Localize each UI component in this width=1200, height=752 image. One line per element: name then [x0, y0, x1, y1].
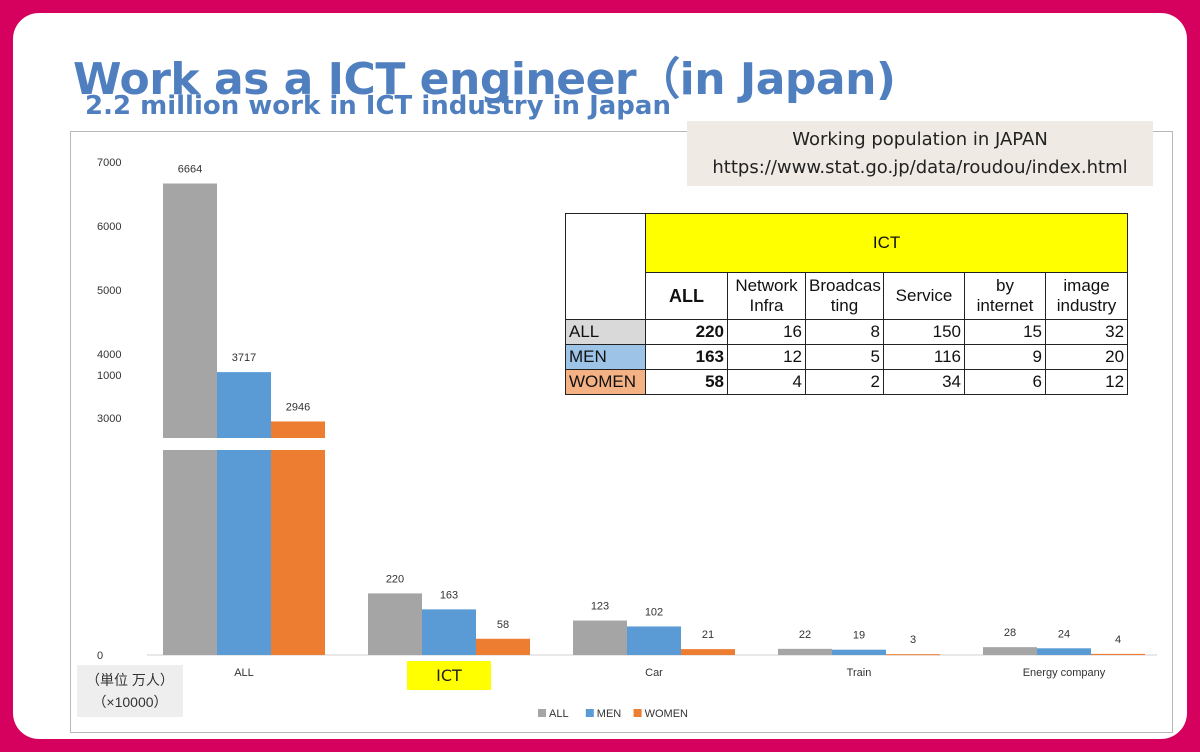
source-box: Working population in JAPAN https://www.… [687, 121, 1153, 186]
table-cell: 163 [645, 344, 728, 370]
bar [476, 638, 530, 655]
axis-break-gap [159, 438, 329, 450]
bar [627, 626, 681, 655]
table-row-label: MEN [565, 344, 646, 370]
table-cell: 150 [883, 319, 965, 345]
table-column-header-row: ALL Network Infra Broadcas ting Service by inte… [566, 272, 1129, 320]
data-label: 3717 [232, 352, 256, 364]
table-row-label: ALL [565, 319, 646, 345]
data-label: 19 [853, 630, 865, 642]
bar [778, 648, 832, 655]
y-tick-label: 4000 [97, 349, 121, 361]
data-label: 102 [645, 606, 663, 618]
source-url: https://www.stat.go.jp/data/roudou/index… [712, 157, 1128, 178]
bar [573, 620, 627, 655]
data-label: 24 [1058, 628, 1070, 640]
table-cell: 9 [964, 344, 1046, 370]
table-cell: 20 [1044, 344, 1129, 370]
table-corner-cell [565, 213, 646, 320]
category-highlight [407, 661, 491, 690]
data-label: 21 [702, 629, 714, 641]
y-tick-label: 0 [97, 650, 103, 662]
table-column-header: Network Infra [727, 272, 806, 320]
data-label: 2946 [286, 401, 310, 413]
source-title: Working population in JAPAN [792, 129, 1048, 150]
data-label: 163 [440, 589, 458, 601]
bar [271, 421, 325, 655]
bar [681, 649, 735, 655]
table-group-header: ICT [644, 213, 1129, 273]
legend-label: WOMEN [645, 708, 688, 720]
unit-note-line1: （単位 万人） [86, 672, 174, 688]
y-tick-label: 6000 [97, 221, 121, 233]
bar [832, 649, 886, 655]
y-tick-label: 1000 [97, 370, 121, 382]
table-column-header: Service [883, 272, 965, 320]
legend-swatch [633, 709, 642, 717]
table-cell: 58 [645, 369, 728, 395]
table-row-label: WOMEN [565, 369, 646, 395]
table-column-header: by internet [964, 272, 1046, 320]
bar [422, 609, 476, 655]
bar [1091, 653, 1145, 655]
data-label: 22 [799, 629, 811, 641]
y-tick-label: 5000 [97, 285, 121, 297]
data-label: 4 [1115, 634, 1121, 646]
y-tick-label: 3000 [97, 413, 121, 425]
bar [163, 183, 217, 655]
data-label: 6664 [178, 164, 202, 176]
data-label: 123 [591, 601, 609, 613]
table-cell: 2 [805, 369, 884, 395]
table-cell: 12 [727, 344, 806, 370]
unit-note: （単位 万人） （×10000） [77, 665, 183, 717]
table-row: MEN 163 12 5 116 9 20 [565, 344, 1129, 370]
table-cell: 6 [964, 369, 1046, 395]
bar [368, 593, 422, 655]
table-column-header: Broadcas ting [805, 272, 884, 320]
x-tick-label: Car [645, 667, 663, 679]
table-cell: 34 [883, 369, 965, 395]
data-label: 58 [497, 619, 509, 631]
bar [886, 654, 940, 656]
table-group-header-row: ICT [565, 213, 1129, 320]
table-row: ALL 220 16 8 150 15 32 [565, 319, 1129, 345]
table-cell: 220 [645, 319, 728, 345]
bar [1037, 648, 1091, 655]
bar [217, 372, 271, 655]
table-row: WOMEN 58 4 2 34 6 12 [565, 369, 1129, 395]
table-cell: 116 [883, 344, 965, 370]
table-column-header: ALL [645, 272, 728, 320]
ict-breakdown-table: ICT ALL Network Infra Broadcas ting Service by… [565, 213, 1129, 395]
table-cell: 5 [805, 344, 884, 370]
bar [983, 647, 1037, 655]
slide-subtitle: 2.2 million work in ICT industry in Japa… [85, 91, 671, 121]
table-column-header: image industry [1044, 272, 1129, 320]
table-cell: 15 [964, 319, 1046, 345]
unit-note-line2: （×10000） [92, 694, 168, 710]
legend-label: ALL [549, 708, 569, 720]
legend-swatch [585, 709, 594, 717]
legend-label: MEN [597, 708, 622, 720]
y-tick-label: 7000 [97, 157, 121, 169]
x-tick-label: Energy company [1023, 667, 1106, 679]
table-cell: 16 [727, 319, 806, 345]
x-tick-label: ALL [234, 667, 254, 679]
table-cell: 12 [1044, 369, 1129, 395]
slide: Work as a ICT engineer（in Japan) 2.2 mil… [13, 13, 1187, 739]
legend-swatch [538, 709, 546, 717]
table-cell: 32 [1044, 319, 1129, 345]
x-tick-label: ICT [436, 666, 462, 685]
data-label: 28 [1004, 627, 1016, 639]
table-cell: 8 [805, 319, 884, 345]
table-cell: 4 [727, 369, 806, 395]
slide-title: Work as a ICT engineer（in Japan) [73, 54, 896, 105]
bar-chart: 7000600050004000300010000666437172946ALL… [97, 157, 1157, 720]
data-label: 220 [386, 573, 404, 585]
data-label: 3 [910, 634, 916, 646]
x-tick-label: Train [847, 667, 872, 679]
